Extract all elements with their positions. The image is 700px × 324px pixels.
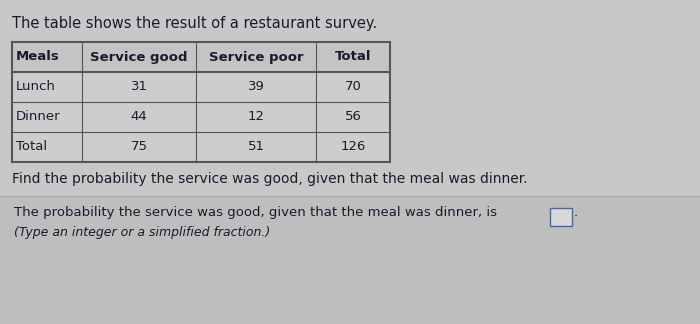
Text: Service poor: Service poor (209, 51, 303, 64)
Bar (196, 72, 316, 102)
Text: 126: 126 (340, 141, 365, 154)
Bar (316, 102, 390, 132)
Bar (316, 72, 390, 102)
Text: The table shows the result of a restaurant survey.: The table shows the result of a restaura… (12, 16, 377, 31)
Text: 12: 12 (248, 110, 265, 123)
Bar (316, 132, 390, 162)
Bar (12, 102, 82, 132)
Text: .: . (574, 206, 578, 219)
Bar (0, 196, 700, 324)
Text: 39: 39 (248, 80, 265, 94)
Text: Dinner: Dinner (16, 110, 61, 123)
Text: Find the probability the service was good, given that the meal was dinner.: Find the probability the service was goo… (12, 172, 528, 186)
Text: Lunch: Lunch (16, 80, 56, 94)
Text: Service good: Service good (90, 51, 188, 64)
Bar (316, 42, 390, 72)
Text: 51: 51 (248, 141, 265, 154)
Bar (12, 42, 82, 72)
Bar (12, 132, 82, 162)
Bar (82, 72, 196, 102)
Bar (550, 208, 572, 226)
Text: 31: 31 (130, 80, 148, 94)
Bar (196, 132, 316, 162)
Bar (196, 42, 316, 72)
Text: 56: 56 (344, 110, 361, 123)
Bar (82, 132, 196, 162)
Bar (196, 102, 316, 132)
Text: Total: Total (16, 141, 47, 154)
Text: Meals: Meals (16, 51, 60, 64)
Bar (82, 42, 196, 72)
Bar (12, 72, 82, 102)
Text: 44: 44 (131, 110, 148, 123)
Text: Total: Total (335, 51, 371, 64)
Text: 70: 70 (344, 80, 361, 94)
Text: The probability the service was good, given that the meal was dinner, is: The probability the service was good, gi… (14, 206, 497, 219)
Bar (82, 102, 196, 132)
Text: 75: 75 (130, 141, 148, 154)
Text: (Type an integer or a simplified fraction.): (Type an integer or a simplified fractio… (14, 226, 270, 239)
